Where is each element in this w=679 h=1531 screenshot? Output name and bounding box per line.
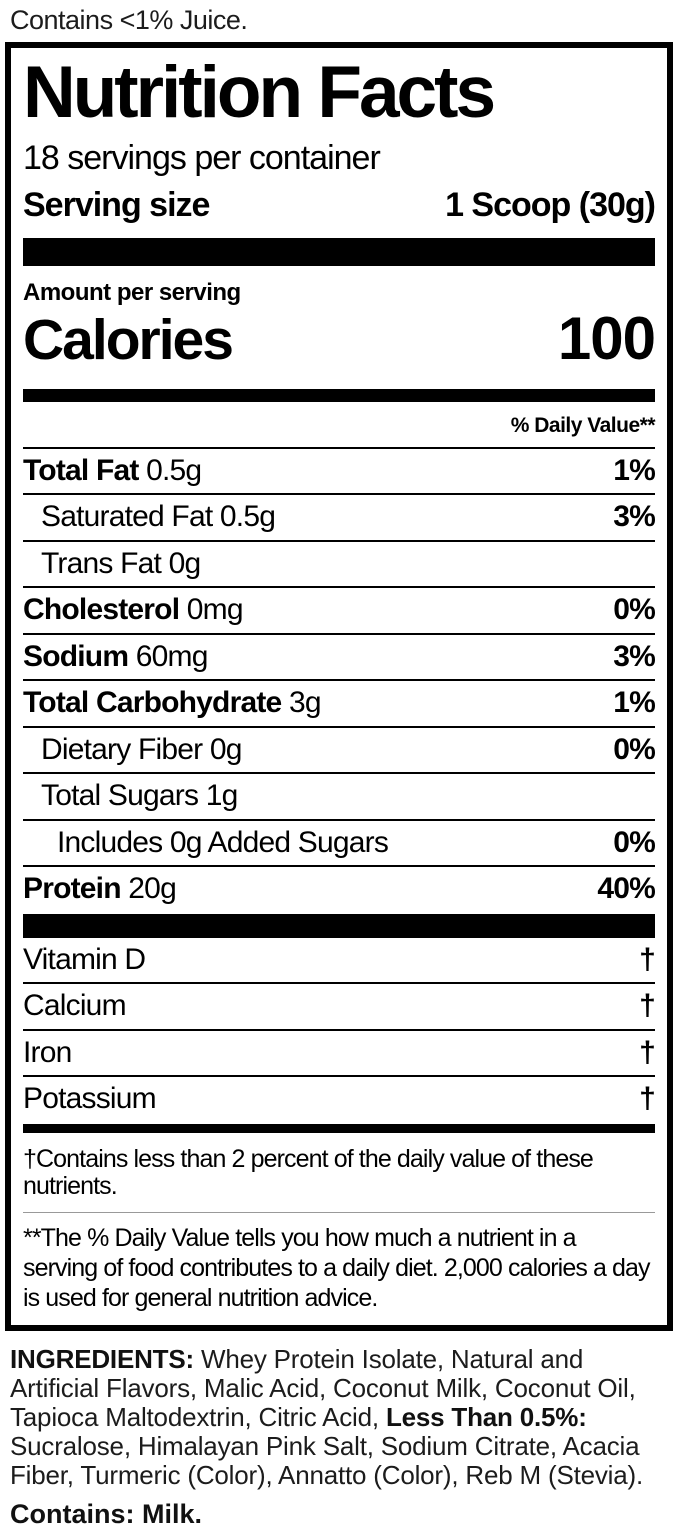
nutrient-row-sodium: Sodium 60mg 3% xyxy=(23,632,656,680)
nutrient-amount: 0mg xyxy=(186,593,244,627)
dagger-symbol: † xyxy=(639,942,656,976)
servings-per-container: 18 servings per container xyxy=(23,139,381,178)
ingredients-label: INGREDIENTS: xyxy=(10,1343,194,1374)
nutrient-dv: 1% xyxy=(613,453,656,487)
micronutrient-name: Calcium xyxy=(23,989,127,1023)
nutrient-name: Saturated Fat 0.5g xyxy=(41,500,276,534)
nutrient-row-dietary-fiber: Dietary Fiber 0g 0% xyxy=(23,725,656,773)
nutrient-name: Protein xyxy=(23,872,122,906)
daily-value-header: % Daily Value** xyxy=(23,402,656,449)
allergen-note: Contains: Milk. xyxy=(10,1498,203,1529)
nutrient-dv: 1% xyxy=(613,686,656,720)
dagger-symbol: † xyxy=(639,1082,656,1116)
nutrient-dv: 40% xyxy=(597,872,655,906)
nutrient-row-total-fat: Total Fat 0.5g 1% xyxy=(23,449,656,494)
serving-size-label: Serving size xyxy=(23,186,210,225)
ingredients-paragraph: INGREDIENTS: Whey Protein Isolate, Natur… xyxy=(10,1343,669,1490)
nutrient-amount: 20g xyxy=(128,872,176,906)
nutrient-name: Sodium xyxy=(23,639,129,673)
micronutrient-row-calcium: Calcium † xyxy=(23,982,656,1029)
nutrient-row-saturated-fat: Saturated Fat 0.5g 3% xyxy=(23,493,656,540)
serving-size-row: Serving size 1 Scoop (30g) xyxy=(23,186,656,225)
nutrient-name: Includes 0g Added Sugars xyxy=(57,825,389,859)
nutrient-dv: 0% xyxy=(613,825,656,859)
micronutrient-table: Vitamin D † Calcium † Iron † Potassium † xyxy=(23,938,656,1122)
micronutrient-name: Iron xyxy=(23,1035,72,1069)
nutrient-name: Dietary Fiber 0g xyxy=(41,732,242,766)
calories-label: Calories xyxy=(23,307,234,372)
juice-content-note: Contains <1% Juice. xyxy=(10,5,248,35)
nutrient-dv: 0% xyxy=(613,593,656,627)
dagger-symbol: † xyxy=(639,1035,656,1069)
footnote-daily-value: **The % Daily Value tells you how much a… xyxy=(23,1223,651,1312)
calories-value: 100 xyxy=(557,304,656,372)
divider-bar-medium xyxy=(23,388,655,402)
dagger-symbol: † xyxy=(639,989,656,1023)
nutrient-amount: 3g xyxy=(288,686,322,720)
nutrition-facts-title: Nutrition Facts xyxy=(23,52,496,134)
nutrient-row-added-sugars: Includes 0g Added Sugars 0% xyxy=(23,818,656,866)
ingredients-part2: Sucralose, Himalayan Pink Salt, Sodium C… xyxy=(10,1430,644,1490)
nutrient-dv: 0% xyxy=(613,732,656,766)
nutrient-row-trans-fat: Trans Fat 0g xyxy=(23,539,655,587)
nutrient-row-protein: Protein 20g 40% xyxy=(23,865,656,912)
amount-per-serving-label: Amount per serving xyxy=(23,278,241,306)
nutrient-amount: 60mg xyxy=(135,639,209,673)
nutrient-row-total-carbohydrate: Total Carbohydrate 3g 1% xyxy=(23,679,656,726)
nutrient-name: Cholesterol xyxy=(23,593,180,627)
nutrient-table: Total Fat 0.5g 1% Saturated Fat 0.5g 3% … xyxy=(23,449,656,912)
nutrient-row-cholesterol: Cholesterol 0mg 0% xyxy=(23,586,656,633)
divider-bar-thick xyxy=(23,237,655,266)
nutrient-name: Total Sugars 1g xyxy=(41,779,238,813)
divider-bar-small xyxy=(23,1123,655,1133)
nutrient-row-total-sugars: Total Sugars 1g xyxy=(23,772,655,819)
micronutrient-row-iron: Iron † xyxy=(23,1028,656,1076)
nutrient-name: Total Fat xyxy=(23,453,139,487)
micronutrient-row-vitamin-d: Vitamin D † xyxy=(23,938,656,983)
ingredients-part1: Whey Protein Isolate, Natural and Artifi… xyxy=(10,1343,636,1432)
nutrient-amount: 0.5g xyxy=(146,453,202,487)
calories-row: Calories 100 xyxy=(23,304,656,375)
micronutrient-name: Vitamin D xyxy=(23,942,146,976)
divider-bar-protein xyxy=(23,913,655,938)
footnote-dagger: †Contains less than 2 percent of the dai… xyxy=(23,1133,655,1213)
serving-size-value: 1 Scoop (30g) xyxy=(445,186,656,225)
nutrient-name: Trans Fat 0g xyxy=(41,546,201,580)
micronutrient-row-potassium: Potassium † xyxy=(23,1075,656,1122)
micronutrient-name: Potassium xyxy=(23,1082,157,1116)
nutrition-facts-panel: Nutrition Facts 18 servings per containe… xyxy=(5,42,673,1331)
nutrient-dv: 3% xyxy=(613,500,656,534)
nutrient-name: Total Carbohydrate xyxy=(23,686,282,720)
nutrient-dv: 3% xyxy=(613,639,656,673)
less-than-label: Less Than 0.5%: xyxy=(385,1401,587,1432)
